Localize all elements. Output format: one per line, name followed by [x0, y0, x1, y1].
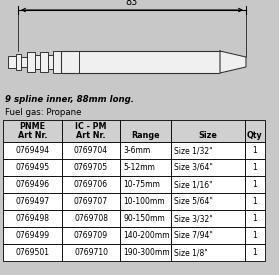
Bar — [3, 210, 62, 227]
Text: 0769495: 0769495 — [15, 163, 49, 172]
Bar — [3, 176, 62, 193]
Text: 0769499: 0769499 — [15, 231, 49, 240]
Text: 3-6mm: 3-6mm — [123, 146, 151, 155]
Bar — [245, 120, 265, 142]
Text: 0769709: 0769709 — [74, 231, 108, 240]
Text: 10-75mm: 10-75mm — [123, 180, 160, 189]
Bar — [3, 227, 62, 244]
Bar — [121, 244, 171, 261]
Bar — [245, 159, 265, 176]
Bar — [121, 227, 171, 244]
Bar — [61, 51, 220, 73]
Text: IC - PM: IC - PM — [75, 122, 107, 131]
Text: 1: 1 — [252, 180, 257, 189]
Text: 1: 1 — [252, 197, 257, 206]
Text: Size 3/64": Size 3/64" — [174, 163, 213, 172]
Bar — [48, 55, 53, 69]
Bar — [245, 176, 265, 193]
Bar — [35, 55, 40, 69]
Text: 1: 1 — [252, 248, 257, 257]
Bar — [171, 120, 245, 142]
Bar — [62, 120, 121, 142]
Bar — [3, 244, 62, 261]
Text: 140-200mm: 140-200mm — [123, 231, 170, 240]
Bar — [3, 159, 62, 176]
Text: Size: Size — [198, 131, 217, 140]
Polygon shape — [220, 51, 246, 73]
Text: 190-300mm: 190-300mm — [123, 248, 170, 257]
Text: 0769497: 0769497 — [15, 197, 49, 206]
Text: Size 7/94": Size 7/94" — [174, 231, 213, 240]
Text: Qty: Qty — [247, 131, 263, 140]
Text: 0769501: 0769501 — [15, 248, 49, 257]
Text: Size 5/64": Size 5/64" — [174, 197, 213, 206]
Bar — [171, 159, 245, 176]
Text: Art Nr.: Art Nr. — [18, 131, 47, 140]
Bar — [245, 244, 265, 261]
Bar — [3, 142, 62, 159]
Bar — [21, 57, 27, 67]
Bar — [171, 244, 245, 261]
Bar — [27, 52, 35, 72]
Text: 1: 1 — [252, 163, 257, 172]
Text: 0769708: 0769708 — [74, 214, 108, 223]
Bar — [62, 142, 121, 159]
Text: 83: 83 — [126, 0, 138, 7]
Text: 0769706: 0769706 — [74, 180, 108, 189]
Bar — [62, 244, 121, 261]
Text: 0769707: 0769707 — [74, 197, 108, 206]
Text: 1: 1 — [252, 231, 257, 240]
Bar — [53, 51, 61, 73]
Bar — [171, 210, 245, 227]
Text: Range: Range — [131, 131, 160, 140]
Text: 0769494: 0769494 — [15, 146, 49, 155]
Bar — [121, 193, 171, 210]
Bar — [121, 120, 171, 142]
Text: 0769710: 0769710 — [74, 248, 108, 257]
Text: 0769705: 0769705 — [74, 163, 108, 172]
Text: 1: 1 — [252, 214, 257, 223]
Text: Fuel gas: Propane: Fuel gas: Propane — [5, 108, 81, 117]
Bar — [40, 52, 48, 72]
Bar — [245, 142, 265, 159]
Bar — [245, 193, 265, 210]
Text: 1: 1 — [252, 146, 257, 155]
Text: Size 1/16": Size 1/16" — [174, 180, 213, 189]
Bar — [62, 193, 121, 210]
Text: Size 3/32": Size 3/32" — [174, 214, 213, 223]
Bar — [245, 227, 265, 244]
Text: 10-100mm: 10-100mm — [123, 197, 165, 206]
Text: 5-12mm: 5-12mm — [123, 163, 155, 172]
Text: Size 1/8": Size 1/8" — [174, 248, 208, 257]
Bar — [16, 54, 21, 70]
Bar — [8, 56, 16, 68]
Text: PNME: PNME — [19, 122, 45, 131]
Bar — [171, 227, 245, 244]
Text: 0769704: 0769704 — [74, 146, 108, 155]
Text: Art Nr.: Art Nr. — [76, 131, 106, 140]
Bar — [62, 159, 121, 176]
Bar — [62, 210, 121, 227]
Bar — [171, 193, 245, 210]
Bar — [62, 176, 121, 193]
Text: Size 1/32": Size 1/32" — [174, 146, 213, 155]
Text: 90-150mm: 90-150mm — [123, 214, 165, 223]
Bar — [121, 176, 171, 193]
Bar — [121, 142, 171, 159]
Bar — [62, 227, 121, 244]
Bar — [121, 159, 171, 176]
Bar — [3, 193, 62, 210]
Bar — [3, 120, 62, 142]
Text: 0769498: 0769498 — [15, 214, 49, 223]
Bar — [121, 210, 171, 227]
Bar — [171, 142, 245, 159]
Text: 0769496: 0769496 — [15, 180, 49, 189]
Bar — [245, 210, 265, 227]
Text: 9 spline inner, 88mm long.: 9 spline inner, 88mm long. — [5, 95, 134, 104]
Bar — [171, 176, 245, 193]
